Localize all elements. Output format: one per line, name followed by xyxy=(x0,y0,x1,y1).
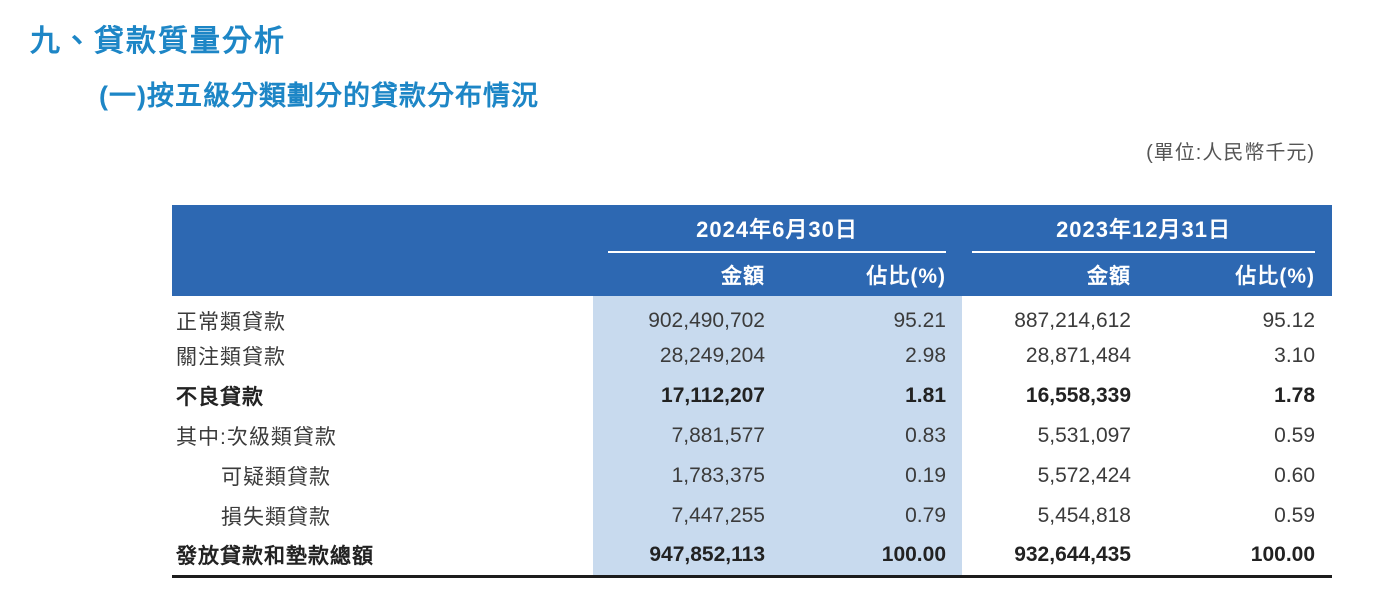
amount-2024: 947,852,113 xyxy=(593,536,775,578)
loan-quality-table: 2024年6月30日 2023年12月31日 金額 佔比(%) 金額 佔比(%)… xyxy=(172,205,1333,578)
date-label-2023: 2023年12月31日 xyxy=(972,212,1316,253)
subsection-title: (一)按五級分類劃分的貸款分布情況 xyxy=(99,81,539,111)
amount-2023: 887,214,612 xyxy=(1014,309,1131,332)
table-row-normal-loans: 正常類貸款 902,490,702 95.21 887,214,612 95.1… xyxy=(172,296,1332,336)
amount-2023: 5,572,424 xyxy=(1037,464,1131,487)
header-spacer-cell xyxy=(172,205,593,296)
pct-2023: 0.60 xyxy=(1274,464,1316,487)
table-row-npl: 不良貸款 17,112,207 1.81 16,558,339 1.78 xyxy=(172,376,1332,416)
sub-header-row: 金額 佔比(%) 金額 佔比(%) xyxy=(172,253,1333,296)
row-label: 可疑類貸款 xyxy=(221,466,331,489)
pct-2024: 2.98 xyxy=(775,336,962,376)
pct-2023: 0.59 xyxy=(1274,424,1316,447)
table-row-special-mention-loans: 關注類貸款 28,249,204 2.98 28,871,484 3.10 xyxy=(172,336,1332,376)
table-row-loss-loans: 損失類貸款 7,447,255 0.79 5,454,818 0.59 xyxy=(172,496,1332,536)
amount-2024: 17,112,207 xyxy=(593,376,775,416)
table-row-substandard-loans: 其中:次級類貸款 7,881,577 0.83 5,531,097 0.59 xyxy=(172,416,1332,456)
pct-2023: 100.00 xyxy=(1147,536,1333,578)
pct-header-2024: 佔比(%) xyxy=(775,253,962,296)
amount-2024: 902,490,702 xyxy=(593,296,775,336)
date-header-row: 2024年6月30日 2023年12月31日 xyxy=(172,205,1333,296)
row-label: 不良貸款 xyxy=(176,386,264,409)
pct-header-2023: 佔比(%) xyxy=(1147,253,1333,296)
amount-header-2023: 金額 xyxy=(962,253,1147,296)
amount-2023: 5,531,097 xyxy=(1037,424,1131,447)
amount-2023: 16,558,339 xyxy=(1025,384,1131,407)
row-label: 發放貸款和墊款總額 xyxy=(172,536,593,578)
row-label: 損失類貸款 xyxy=(221,506,331,529)
amount-2023: 5,454,818 xyxy=(1037,504,1131,527)
amount-2023: 28,871,484 xyxy=(1025,344,1131,367)
pct-2023: 3.10 xyxy=(1274,344,1316,367)
pct-2024: 0.19 xyxy=(775,456,962,496)
row-label: 關注類貸款 xyxy=(176,346,286,369)
amount-2023: 932,644,435 xyxy=(962,536,1147,578)
pct-2024: 100.00 xyxy=(775,536,962,578)
pct-2023: 1.78 xyxy=(1274,384,1316,407)
amount-2024: 28,249,204 xyxy=(593,336,775,376)
pct-2023: 0.59 xyxy=(1274,504,1316,527)
amount-header-2024: 金額 xyxy=(593,253,775,296)
column-group-2024: 2024年6月30日 xyxy=(593,205,962,253)
amount-2024: 7,881,577 xyxy=(593,416,775,456)
column-group-2023: 2023年12月31日 xyxy=(962,205,1333,253)
pct-2024: 95.21 xyxy=(775,296,962,336)
pct-2024: 1.81 xyxy=(775,376,962,416)
table-row-total-loans: 發放貸款和墊款總額 947,852,113 100.00 932,644,435… xyxy=(172,536,1333,578)
amount-2024: 7,447,255 xyxy=(593,496,775,536)
pct-2023: 95.12 xyxy=(1262,309,1316,332)
table-row-doubtful-loans: 可疑類貸款 1,783,375 0.19 5,572,424 0.60 xyxy=(172,456,1332,496)
pct-2024: 0.79 xyxy=(775,496,962,536)
table-header: 2024年6月30日 2023年12月31日 金額 佔比(%) 金額 佔比(%) xyxy=(172,205,1333,296)
row-label: 正常類貸款 xyxy=(176,311,286,334)
section-title: 九、貸款質量分析 xyxy=(30,25,286,58)
amount-2024: 1,783,375 xyxy=(593,456,775,496)
table-body: 正常類貸款 902,490,702 95.21 887,214,612 95.1… xyxy=(172,296,1333,578)
date-label-2024: 2024年6月30日 xyxy=(608,212,946,253)
row-label: 其中:次級類貸款 xyxy=(176,426,337,449)
unit-note: (單位:人民幣千元) xyxy=(1146,142,1315,164)
pct-2024: 0.83 xyxy=(775,416,962,456)
